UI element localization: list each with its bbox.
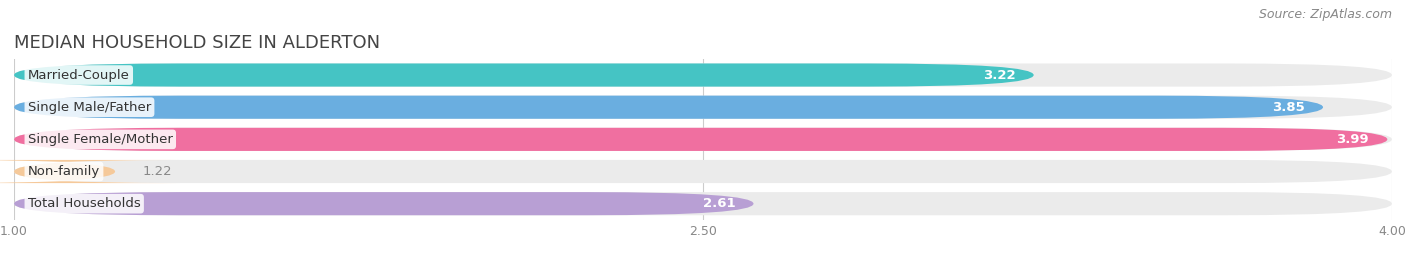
Text: Married-Couple: Married-Couple: [28, 69, 129, 81]
Text: Source: ZipAtlas.com: Source: ZipAtlas.com: [1258, 8, 1392, 21]
FancyBboxPatch shape: [14, 192, 1392, 215]
Text: Single Female/Mother: Single Female/Mother: [28, 133, 173, 146]
Text: Single Male/Father: Single Male/Father: [28, 101, 150, 114]
FancyBboxPatch shape: [0, 160, 180, 183]
Text: 3.22: 3.22: [983, 69, 1015, 81]
FancyBboxPatch shape: [14, 96, 1323, 119]
Text: 1.22: 1.22: [142, 165, 173, 178]
FancyBboxPatch shape: [14, 64, 1392, 87]
Text: 3.99: 3.99: [1336, 133, 1369, 146]
Text: Total Households: Total Households: [28, 197, 141, 210]
FancyBboxPatch shape: [14, 192, 754, 215]
FancyBboxPatch shape: [14, 160, 1392, 183]
FancyBboxPatch shape: [14, 96, 1392, 119]
Text: 2.61: 2.61: [703, 197, 735, 210]
FancyBboxPatch shape: [14, 128, 1388, 151]
Text: MEDIAN HOUSEHOLD SIZE IN ALDERTON: MEDIAN HOUSEHOLD SIZE IN ALDERTON: [14, 34, 380, 52]
Text: Non-family: Non-family: [28, 165, 100, 178]
Text: 3.85: 3.85: [1272, 101, 1305, 114]
FancyBboxPatch shape: [14, 128, 1392, 151]
FancyBboxPatch shape: [14, 64, 1033, 87]
